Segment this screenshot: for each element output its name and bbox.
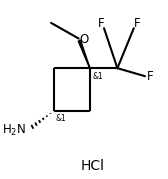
Text: &1: &1 bbox=[93, 72, 103, 81]
Text: H$_2$N: H$_2$N bbox=[2, 123, 26, 138]
Text: F: F bbox=[147, 70, 154, 83]
Text: O: O bbox=[79, 33, 88, 46]
Text: F: F bbox=[98, 17, 104, 30]
Polygon shape bbox=[78, 40, 90, 68]
Text: F: F bbox=[134, 17, 141, 30]
Text: HCl: HCl bbox=[81, 159, 105, 173]
Text: &1: &1 bbox=[56, 114, 67, 123]
